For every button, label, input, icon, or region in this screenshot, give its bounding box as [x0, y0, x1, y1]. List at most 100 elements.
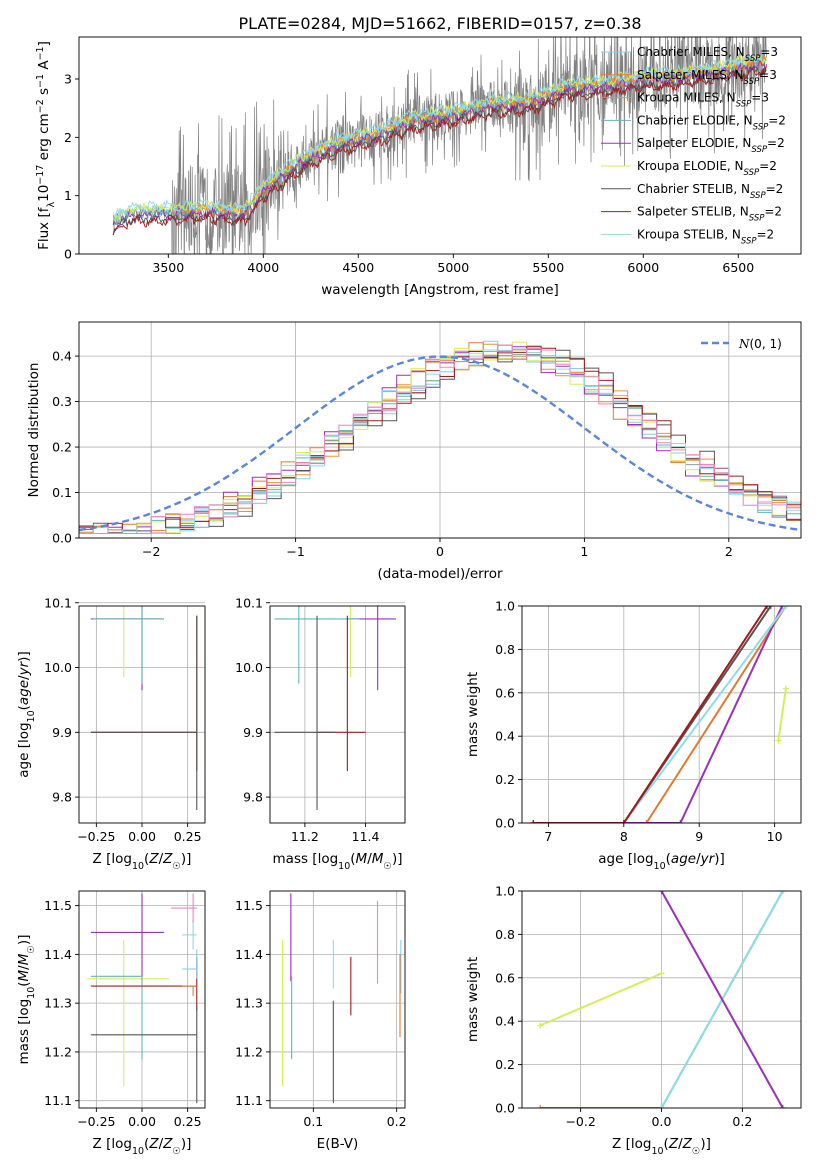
y-tick-label: 0.0 — [52, 531, 72, 546]
cumulative-line — [539, 972, 662, 1027]
legend-text: =2 — [759, 159, 777, 173]
label-part: )] — [714, 851, 725, 867]
legend-text: =2 — [757, 227, 775, 241]
x-axis-label: Z [log10(Z/Z☉)] — [93, 851, 192, 872]
x-tick-label: −0.25 — [77, 829, 115, 844]
legend-text: Salpeter MILES, N — [637, 68, 744, 82]
x-tick-label: 0 — [436, 544, 444, 559]
legend-text: =2 — [768, 113, 786, 127]
label-part: ☉ — [172, 861, 181, 872]
y-tick-label: 1.0 — [495, 599, 515, 614]
label-part: −2 — [35, 99, 46, 113]
plot-area — [281, 893, 402, 1104]
x-tick-label: 0.0 — [652, 1114, 672, 1129]
legend-entry: Kroupa ELODIE, NSSP=2 — [637, 159, 777, 178]
label-part: M — [372, 851, 384, 867]
y-tick-label: 0.3 — [52, 394, 72, 409]
x-axis-label: E(B-V) — [317, 1136, 359, 1152]
label-part: −1 — [35, 46, 46, 60]
x-tick-label: 6500 — [722, 260, 754, 275]
x-tick-label: −2 — [142, 544, 160, 559]
axes-frame — [269, 605, 406, 824]
label-part: 10 — [132, 1146, 144, 1157]
label-part: Z — [162, 851, 173, 867]
y-tick-label: 0.4 — [52, 349, 72, 364]
metallicity-age-panel: −0.25 0.00 0.259.89.910.010.1Z [log10(Z/Z☉… — [16, 595, 206, 872]
label-part: Z — [148, 851, 159, 867]
label-part: / — [16, 675, 32, 680]
plot-area — [112, 37, 767, 254]
label-part: Z — [148, 1136, 159, 1152]
x-tick-label: 4000 — [247, 260, 279, 275]
y-tick-label: 0.6 — [495, 970, 515, 985]
x-tick-label: 1 — [580, 544, 588, 559]
label-part: M — [16, 953, 32, 965]
label-part: ☉ — [383, 861, 392, 872]
y-tick-label: 9.8 — [243, 790, 263, 805]
legend-text: Chabrier STELIB, N — [637, 182, 750, 196]
legend-text: (0, 1) — [750, 337, 782, 351]
model-spectrum — [171, 56, 767, 219]
label-part: age [log — [598, 851, 653, 867]
plot-area — [530, 606, 789, 823]
y-axis-label: Flux [fλ10−17 erg cm−2 s−1 A−1] — [35, 41, 57, 250]
axes-frame — [269, 890, 406, 1109]
x-tick-label: 0.2 — [387, 1114, 407, 1129]
label-part: ( — [16, 705, 32, 710]
y-tick-label: 11.4 — [235, 947, 263, 962]
model-spectrum — [112, 53, 767, 224]
label-part: )] — [700, 1136, 711, 1152]
label-part: Z [log — [612, 1136, 651, 1152]
legend-subscript: SSP — [745, 54, 761, 64]
y-tick-label: 9.8 — [52, 790, 72, 805]
label-part: 10 — [26, 710, 37, 722]
y-tick-label: 11.3 — [235, 996, 263, 1011]
label-part: ( — [144, 851, 149, 867]
x-tick-label: 0.25 — [174, 829, 202, 844]
legend-text: =2 — [766, 182, 784, 196]
legend-text: =3 — [751, 91, 769, 105]
legend-subscript: SSP — [741, 236, 757, 246]
y-tick-label: 11.5 — [44, 898, 72, 913]
x-tick-label: 5500 — [532, 260, 564, 275]
x-tick-label: 10 — [767, 829, 783, 844]
label-part: ] — [36, 41, 52, 46]
cumulative-line — [777, 688, 787, 741]
legend-entry: Salpeter ELODIE, NSSP=2 — [637, 136, 785, 155]
x-axis-label: age [log10(age/yr)] — [598, 851, 724, 872]
x-tick-label: 8 — [620, 829, 628, 844]
label-part: age — [671, 851, 696, 867]
y-tick-label: 0.2 — [495, 1057, 515, 1072]
legend-entry: Kroupa MILES, NSSP=3 — [637, 91, 769, 110]
x-tick-label: 9 — [695, 829, 703, 844]
y-tick-label: 2 — [64, 130, 72, 145]
label-part: Z — [162, 1136, 173, 1152]
legend-entry: Chabrier MILES, NSSP=3 — [637, 45, 778, 64]
y-tick-label: 11.2 — [44, 1044, 72, 1059]
label-part: )] — [181, 851, 192, 867]
label-part: 10 — [132, 861, 144, 872]
label-part: −17 — [35, 165, 46, 185]
y-tick-label: 0.1 — [52, 485, 72, 500]
extinction-mass-panel: 0.1 0.2 11.1 11.2 11.3 11.4 11.5 E(B-V) — [235, 890, 407, 1152]
label-part: erg cm — [36, 113, 52, 164]
x-tick-label: 0.00 — [128, 1114, 156, 1129]
label-part: ( — [666, 851, 671, 867]
cumulative-line — [533, 606, 784, 823]
label-part: / — [367, 851, 372, 867]
y-axis-label: mass weight — [465, 957, 481, 1042]
y-tick-label: 10.1 — [44, 595, 72, 610]
metallicity-cumulative-panel: −0.2 0.0 0.20.00.20.40.60.81.0Z [log10(Z/Z… — [465, 884, 802, 1157]
label-part: age [log — [16, 722, 32, 777]
label-part: E(B-V) — [317, 1136, 359, 1152]
label-part: )] — [181, 1136, 192, 1152]
legend-text: Kroupa STELIB, N — [637, 227, 741, 241]
legend-subscript: SSP — [753, 122, 769, 132]
legend-subscript: SSP — [736, 100, 752, 110]
legend-text: Kroupa MILES, N — [637, 91, 736, 105]
label-part: / — [678, 1136, 683, 1152]
x-tick-label: −0.2 — [565, 1114, 595, 1129]
y-tick-label: 10.0 — [44, 660, 72, 675]
